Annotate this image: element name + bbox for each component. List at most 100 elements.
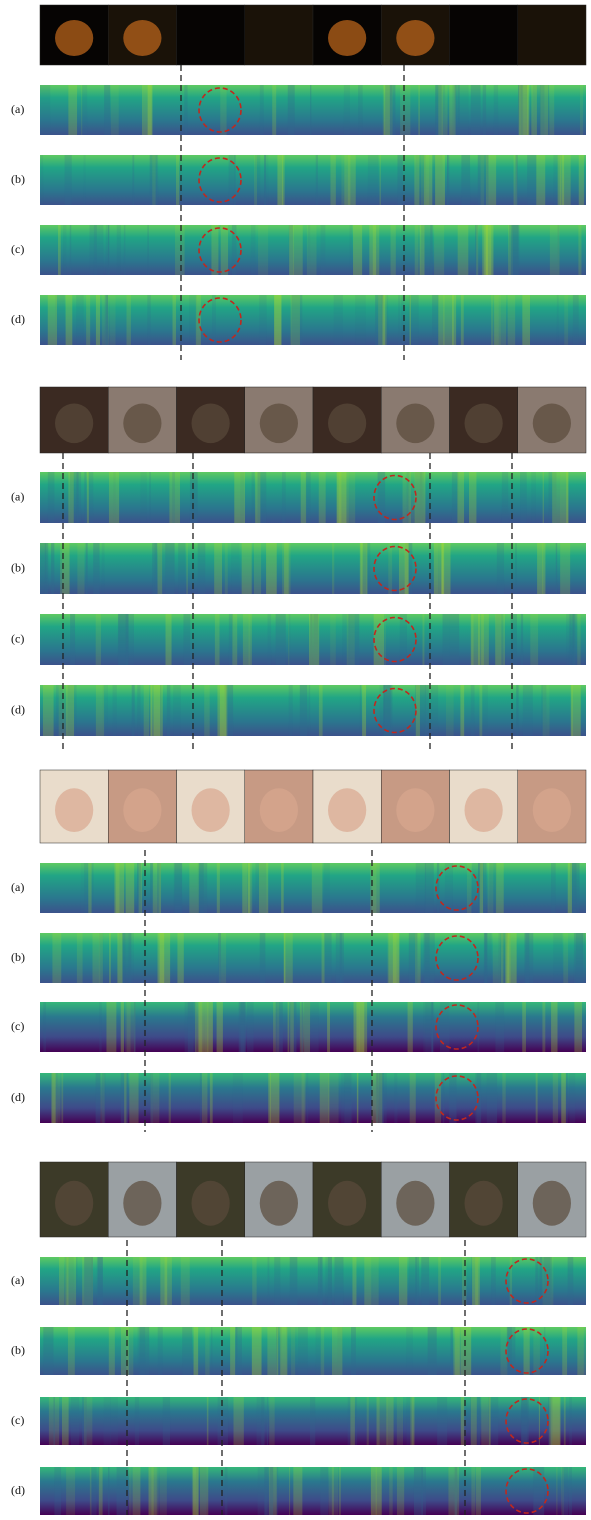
spectrogram-stripe: [409, 933, 418, 983]
spectrogram-stripe: [353, 225, 362, 275]
frame-subject: [55, 20, 93, 56]
spectrogram-stripe: [351, 1327, 356, 1375]
spectrogram-stripe: [109, 472, 119, 523]
spectrogram-stripe: [421, 1257, 429, 1305]
spectrogram-stripe: [186, 543, 187, 594]
spectrogram-stripe: [536, 155, 545, 205]
frame-subject: [55, 788, 93, 832]
spectrogram-stripe: [481, 614, 484, 665]
spectrogram-stripe: [524, 1327, 530, 1375]
spectrogram-stripe: [147, 295, 150, 345]
spectrogram-stripe: [132, 155, 134, 205]
spectrogram: [40, 1257, 586, 1305]
spectrogram-stripe: [516, 685, 518, 736]
spectrogram-stripe: [150, 863, 153, 913]
spectrogram-stripe: [441, 543, 450, 594]
spectrogram-stripe: [94, 225, 103, 275]
spectrogram-stripe: [132, 685, 135, 736]
spectrogram-stripe: [158, 1327, 163, 1375]
spectrogram-stripe: [432, 295, 438, 345]
spectrogram-stripe: [68, 85, 77, 135]
spectrogram-stripe: [301, 472, 306, 523]
spectrogram: [40, 543, 586, 594]
figure: (a)(b)(c)(d)(a)(b)(c)(d)(a)(b)(c)(d)(a)(…: [0, 0, 591, 1515]
spectrogram-stripe: [158, 933, 165, 983]
spectrogram-stripe: [553, 933, 562, 983]
spectrogram-stripe: [116, 863, 120, 913]
spectrogram-stripe: [564, 295, 568, 345]
spectrogram-stripe: [458, 85, 468, 135]
spectrogram-stripe: [306, 1073, 308, 1123]
spectrogram-stripe: [289, 1467, 290, 1515]
row-label: (a): [11, 489, 24, 503]
spectrogram-stripe: [48, 295, 57, 345]
spectrogram-stripe: [380, 1397, 388, 1445]
frame-subject: [260, 788, 298, 832]
spectrogram-stripe: [269, 1397, 274, 1445]
spectrogram-stripe: [159, 1467, 166, 1515]
frame-subject: [123, 1181, 161, 1226]
spectrogram-stripe: [109, 1327, 115, 1375]
spectrogram-stripe: [438, 85, 442, 135]
spectrogram-stripe: [443, 1073, 445, 1123]
spectrogram-stripe: [450, 614, 459, 665]
spectrogram-stripe: [410, 1397, 414, 1445]
spectrogram-stripe: [277, 155, 283, 205]
spectrogram-stripe: [84, 1257, 93, 1305]
spectrogram-stripe: [341, 155, 347, 205]
row-label: (a): [11, 880, 24, 894]
spectrogram-stripe: [339, 1467, 341, 1515]
spectrogram-stripe: [272, 85, 276, 135]
spectrogram-stripe: [440, 1002, 450, 1052]
spectrogram-stripe: [137, 685, 140, 736]
spectrogram-stripe: [200, 1073, 202, 1123]
row-label: (d): [11, 1090, 25, 1104]
spectrogram-stripe: [129, 1467, 132, 1515]
spectrogram-stripe: [137, 863, 141, 913]
spectrogram-stripe: [99, 1002, 102, 1052]
spectrogram-stripe: [71, 1397, 79, 1445]
spectrogram-stripe: [218, 933, 221, 983]
spectrogram-stripe: [65, 155, 72, 205]
spectrogram-stripe: [372, 1257, 379, 1305]
frame-subject: [396, 788, 434, 832]
spectrogram-stripe: [218, 1397, 228, 1445]
spectrogram-stripe: [84, 472, 86, 523]
spectrogram-stripe: [471, 685, 475, 736]
spectrogram-stripe: [199, 863, 207, 913]
spectrogram-stripe: [327, 1002, 330, 1052]
spectrogram-stripe: [286, 1327, 297, 1375]
spectrogram-stripe: [571, 685, 580, 736]
spectrogram-stripe: [321, 1327, 325, 1375]
spectrogram-stripe: [344, 1073, 352, 1123]
spectrogram-stripe: [54, 1467, 61, 1515]
spectrogram-stripe: [52, 933, 61, 983]
spectrogram-stripe: [425, 685, 429, 736]
spectrogram-stripe: [508, 295, 516, 345]
spectrogram-stripe: [352, 1257, 356, 1305]
spectrogram-stripe: [221, 225, 228, 275]
spectrogram-stripe: [544, 1327, 545, 1375]
frame-subject: [533, 404, 571, 444]
spectrogram-stripe: [446, 685, 454, 736]
spectrogram-stripe: [425, 863, 434, 913]
spectrogram-stripe: [543, 685, 550, 736]
spectrogram-stripe: [182, 1327, 192, 1375]
spectrogram-stripe: [290, 1257, 298, 1305]
spectrogram-stripe: [577, 614, 581, 665]
spectrogram-stripe: [62, 1397, 69, 1445]
spectrogram-stripe: [322, 933, 325, 983]
spectrogram-stripe: [568, 863, 572, 913]
spectrogram-stripe: [104, 85, 110, 135]
spectrogram-stripe: [247, 863, 250, 913]
spectrogram-stripe: [342, 614, 349, 665]
spectrogram-stripe: [288, 614, 290, 665]
spectrogram-stripe: [307, 225, 317, 275]
spectrogram-stripe: [91, 1467, 97, 1515]
spectrogram-stripe: [293, 1467, 302, 1515]
spectrogram-stripe: [178, 543, 185, 594]
spectrogram-stripe: [489, 863, 496, 913]
spectrogram-stripe: [320, 1073, 330, 1123]
spectrogram-stripe: [418, 85, 420, 135]
row-label: (d): [11, 1483, 25, 1497]
